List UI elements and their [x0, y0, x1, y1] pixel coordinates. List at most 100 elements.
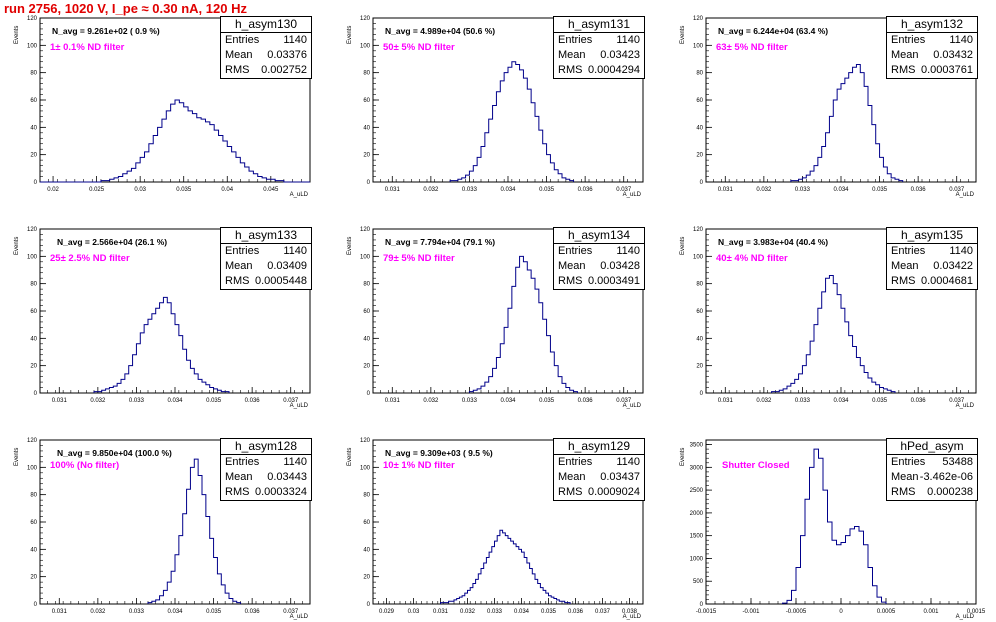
n-avg-label: N_avg = 2.566e+04 (26.1 %) [57, 237, 168, 247]
y-tick-label: 0 [367, 391, 371, 397]
x-tick-label: 0.032 [460, 609, 476, 615]
y-tick-label: 100 [693, 254, 704, 260]
stats-label: RMS [891, 64, 916, 76]
y-tick-label: 1500 [690, 534, 704, 540]
histogram-panel-h_asym135: 0.031 0.032 0.033 0.034 0.035 0.036 0.037 0 20 40… [680, 227, 978, 411]
filter-annotation: 1± 0.1% ND filter [50, 42, 125, 53]
x-tick-label: 0.034 [833, 398, 849, 404]
stats-label: Entries [225, 245, 260, 257]
y-tick-label: 0 [700, 391, 704, 397]
stats-row: RMS 0.0003761 [887, 63, 977, 78]
y-tick-label: 0 [367, 602, 371, 608]
x-tick-label: 0.037 [949, 398, 965, 404]
stats-value: 1140 [949, 34, 973, 46]
y-tick-label: 80 [363, 282, 370, 288]
histogram-panel-h_asym131: 0.031 0.032 0.033 0.034 0.035 0.036 0.037 0 20 40… [347, 16, 645, 200]
n-avg-label: N_avg = 3.983e+04 (40.4 %) [718, 237, 829, 247]
y-tick-label: 120 [27, 16, 38, 22]
y-tick-label: 0 [34, 602, 38, 608]
stats-box: h_asym129 Entries 1140 Mean 0.03437 RMS 0.0009… [553, 438, 645, 501]
stats-label: RMS [891, 486, 916, 498]
histogram-line [147, 458, 242, 604]
filter-annotation: 40± 4% ND filter [716, 253, 788, 264]
histogram-panel-h_asym128: 0.031 0.032 0.033 0.034 0.035 0.036 0.037 0 20 40… [14, 438, 312, 622]
stats-value: 0.03423 [600, 49, 640, 61]
stats-row: Mean -3.462e-06 [887, 470, 977, 485]
stats-row: Entries 1140 [887, 33, 977, 48]
x-tick-label: 0.035 [872, 398, 888, 404]
n-avg-label: N_avg = 9.261e+02 ( 0.9 %) [52, 26, 160, 36]
stats-label: RMS [558, 275, 583, 287]
y-tick-label: 120 [360, 227, 371, 233]
x-tick-label: 0.035 [539, 187, 555, 193]
x-tick-label: 0.035 [872, 187, 888, 193]
stats-label: Mean [558, 260, 586, 272]
filter-annotation: 50± 5% ND filter [383, 42, 455, 53]
x-tick-label: 0.035 [176, 187, 192, 193]
stats-row: Mean 0.03422 [887, 259, 977, 274]
y-tick-label: 60 [30, 98, 37, 104]
stats-row: RMS 0.0003324 [221, 485, 311, 500]
histogram-svg: 0.029 0.03 0.031 0.032 0.033 0.034 0.035 0.036 0… [360, 438, 644, 615]
stats-label: Mean [891, 49, 919, 61]
x-tick-label: 0.037 [283, 609, 299, 615]
x-axis-title: A_uLD [622, 403, 641, 409]
x-tick-label: 0.034 [833, 187, 849, 193]
histogram-panel-h_asym129: 0.029 0.03 0.031 0.032 0.033 0.034 0.035 0.036 0… [347, 438, 645, 622]
stats-value: 0.0003761 [921, 64, 973, 76]
stats-box: h_asym132 Entries 1140 Mean 0.03432 RMS 0.0003… [886, 16, 978, 79]
y-tick-label: 20 [696, 153, 703, 159]
y-tick-label: 60 [696, 309, 703, 315]
stats-row: Entries 1140 [221, 33, 311, 48]
stats-value: 53488 [942, 456, 973, 468]
y-tick-label: 1000 [690, 556, 704, 562]
stats-label: Mean [225, 49, 253, 61]
y-tick-label: 40 [30, 547, 37, 553]
stats-value: 1140 [283, 456, 307, 468]
stats-label: Entries [891, 456, 926, 468]
stats-row: Mean 0.03437 [554, 470, 644, 485]
histogram-svg: 0.031 0.032 0.033 0.034 0.035 0.036 0.037 0 20 40… [360, 16, 644, 193]
stats-title: h_asym131 [554, 17, 644, 33]
y-axis-title: Events [14, 447, 20, 466]
y-tick-label: 20 [30, 575, 37, 581]
x-tick-label: 0.033 [462, 398, 478, 404]
stats-row: RMS 0.0003491 [554, 274, 644, 289]
stats-label: Entries [225, 456, 260, 468]
stats-value: 0.03432 [933, 49, 973, 61]
stats-box: hPed_asym Entries 53488 Mean -3.462e-06 RMS 0.… [886, 438, 978, 501]
stats-value: 1140 [283, 34, 307, 46]
x-tick-label: 0.036 [245, 398, 261, 404]
histogram-line [40, 99, 310, 183]
y-tick-label: 20 [363, 575, 370, 581]
x-tick-label: 0.034 [167, 609, 183, 615]
stats-value: 1140 [616, 245, 640, 257]
y-tick-label: 100 [27, 43, 38, 49]
y-tick-label: 100 [27, 465, 38, 471]
y-axis-title: Events [347, 25, 353, 44]
x-tick-label: 0.036 [578, 187, 594, 193]
filter-annotation: 79± 5% ND filter [383, 253, 455, 264]
x-tick-label: 0.033 [487, 609, 503, 615]
x-tick-label: 0.034 [500, 187, 516, 193]
stats-box: h_asym131 Entries 1140 Mean 0.03423 RMS 0.0004… [553, 16, 645, 79]
stats-label: Mean [891, 471, 919, 483]
stats-label: RMS [225, 486, 250, 498]
stats-row: Mean 0.03409 [221, 259, 311, 274]
x-tick-label: 0.032 [423, 398, 439, 404]
x-tick-label: 0.036 [578, 398, 594, 404]
stats-value: 0.03409 [267, 260, 307, 272]
x-tick-label: 0.036 [568, 609, 584, 615]
y-tick-label: 20 [363, 364, 370, 370]
stats-row: Entries 1140 [221, 244, 311, 259]
x-tick-label: 0.033 [795, 187, 811, 193]
histogram-line [449, 61, 575, 182]
stats-label: Mean [558, 471, 586, 483]
stats-value: 0.03443 [267, 471, 307, 483]
stats-row: Entries 1140 [554, 33, 644, 48]
y-axis-title: Events [680, 25, 686, 44]
x-tick-label: 0.037 [616, 187, 632, 193]
stats-value: 0.0005448 [255, 275, 307, 287]
stats-value: 0.03422 [933, 260, 973, 272]
